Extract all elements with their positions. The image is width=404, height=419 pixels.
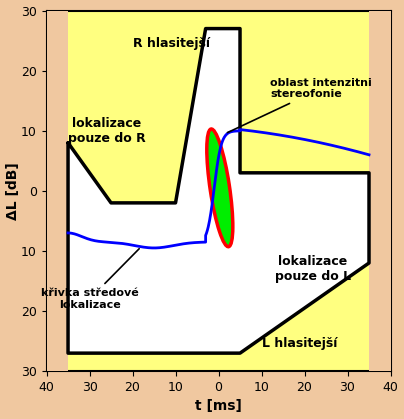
Text: křivka středové
lokalizace: křivka středové lokalizace [41, 249, 139, 310]
Ellipse shape [207, 129, 233, 247]
Text: L hlasitejší: L hlasitejší [261, 337, 337, 350]
Text: oblast intenzitni
stereofonie: oblast intenzitni stereofonie [227, 78, 372, 132]
Polygon shape [369, 10, 391, 371]
Polygon shape [68, 28, 369, 353]
Polygon shape [68, 10, 369, 371]
Polygon shape [46, 10, 68, 371]
Text: lokalizace
pouze do L: lokalizace pouze do L [275, 255, 351, 283]
X-axis label: t [ms]: t [ms] [195, 399, 242, 414]
Y-axis label: ΔL [dB]: ΔL [dB] [6, 162, 19, 220]
Text: lokalizace
pouze do R: lokalizace pouze do R [68, 117, 145, 145]
Text: R hlasitejší: R hlasitejší [133, 36, 210, 49]
